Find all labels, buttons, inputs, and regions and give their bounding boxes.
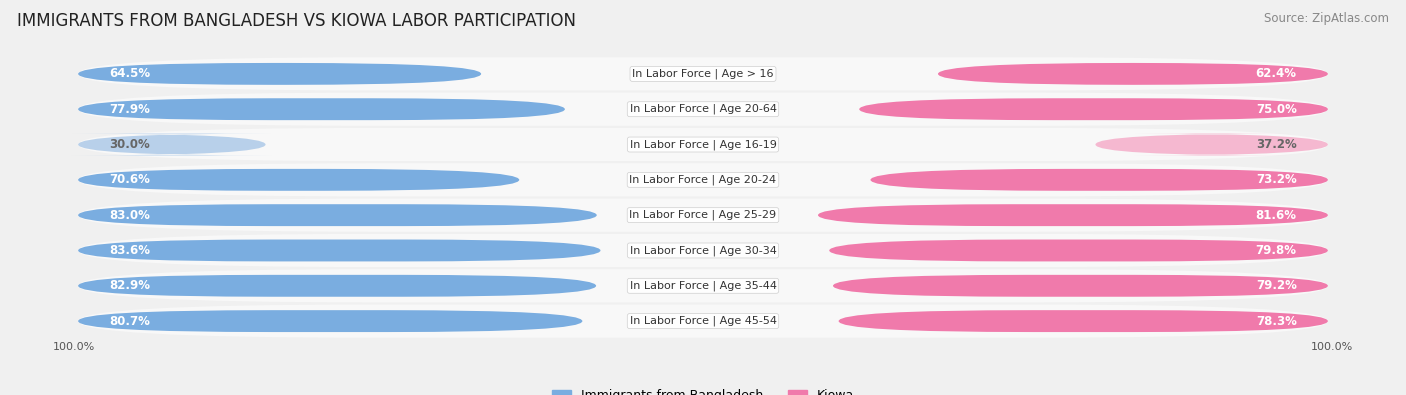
FancyBboxPatch shape [859, 98, 1327, 120]
Text: Source: ZipAtlas.com: Source: ZipAtlas.com [1264, 12, 1389, 25]
Text: 81.6%: 81.6% [1256, 209, 1296, 222]
FancyBboxPatch shape [830, 239, 1327, 261]
Text: 79.2%: 79.2% [1256, 279, 1296, 292]
FancyBboxPatch shape [79, 163, 1327, 196]
Text: 82.9%: 82.9% [110, 279, 150, 292]
FancyBboxPatch shape [79, 305, 1327, 338]
FancyBboxPatch shape [79, 92, 1327, 126]
FancyBboxPatch shape [79, 98, 565, 120]
Text: In Labor Force | Age 35-44: In Labor Force | Age 35-44 [630, 280, 776, 291]
Text: 62.4%: 62.4% [1256, 68, 1296, 81]
Text: In Labor Force | Age 20-64: In Labor Force | Age 20-64 [630, 104, 776, 115]
FancyBboxPatch shape [79, 275, 596, 297]
Text: 83.0%: 83.0% [110, 209, 150, 222]
Text: In Labor Force | Age > 16: In Labor Force | Age > 16 [633, 69, 773, 79]
Text: In Labor Force | Age 30-34: In Labor Force | Age 30-34 [630, 245, 776, 256]
Text: 30.0%: 30.0% [110, 138, 150, 151]
FancyBboxPatch shape [72, 134, 271, 156]
FancyBboxPatch shape [79, 234, 1327, 267]
Text: 79.8%: 79.8% [1256, 244, 1296, 257]
FancyBboxPatch shape [79, 269, 1327, 303]
Text: 100.0%: 100.0% [53, 342, 96, 352]
FancyBboxPatch shape [79, 128, 1327, 161]
FancyBboxPatch shape [79, 310, 582, 332]
Text: IMMIGRANTS FROM BANGLADESH VS KIOWA LABOR PARTICIPATION: IMMIGRANTS FROM BANGLADESH VS KIOWA LABO… [17, 12, 576, 30]
Text: 64.5%: 64.5% [110, 68, 150, 81]
FancyBboxPatch shape [79, 204, 596, 226]
FancyBboxPatch shape [79, 199, 1327, 232]
Text: 100.0%: 100.0% [1310, 342, 1353, 352]
FancyBboxPatch shape [938, 63, 1327, 85]
Text: 78.3%: 78.3% [1256, 314, 1296, 327]
Text: 70.6%: 70.6% [110, 173, 150, 186]
FancyBboxPatch shape [870, 169, 1327, 191]
FancyBboxPatch shape [838, 310, 1327, 332]
FancyBboxPatch shape [79, 239, 600, 261]
Text: 75.0%: 75.0% [1256, 103, 1296, 116]
Text: In Labor Force | Age 16-19: In Labor Force | Age 16-19 [630, 139, 776, 150]
FancyBboxPatch shape [832, 275, 1327, 297]
Text: 83.6%: 83.6% [110, 244, 150, 257]
Text: 37.2%: 37.2% [1256, 138, 1296, 151]
Text: In Labor Force | Age 45-54: In Labor Force | Age 45-54 [630, 316, 776, 326]
FancyBboxPatch shape [79, 169, 519, 191]
Text: 73.2%: 73.2% [1256, 173, 1296, 186]
FancyBboxPatch shape [1095, 134, 1327, 156]
Text: In Labor Force | Age 25-29: In Labor Force | Age 25-29 [630, 210, 776, 220]
FancyBboxPatch shape [818, 204, 1327, 226]
FancyBboxPatch shape [79, 57, 1327, 90]
Text: 77.9%: 77.9% [110, 103, 150, 116]
Text: In Labor Force | Age 20-24: In Labor Force | Age 20-24 [630, 175, 776, 185]
FancyBboxPatch shape [79, 63, 481, 85]
Text: 80.7%: 80.7% [110, 314, 150, 327]
Legend: Immigrants from Bangladesh, Kiowa: Immigrants from Bangladesh, Kiowa [547, 384, 859, 395]
